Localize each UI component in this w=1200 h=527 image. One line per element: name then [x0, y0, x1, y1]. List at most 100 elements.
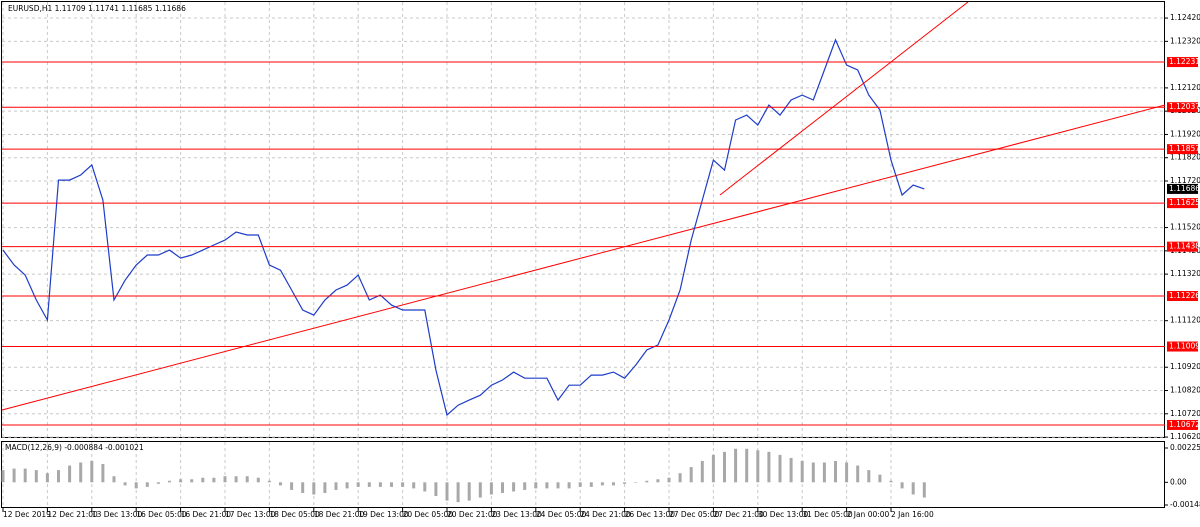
macd-bar: [301, 482, 305, 493]
level-label: 1.12231: [1169, 57, 1200, 66]
macd-bar: [778, 454, 782, 483]
macd-bar: [290, 482, 294, 490]
macd-bar: [578, 482, 582, 487]
macd-bar: [378, 482, 382, 487]
macd-bar: [356, 482, 360, 487]
y-tick-label: 1.11720: [1170, 176, 1200, 185]
macd-bar: [634, 482, 638, 483]
macd-bar: [90, 460, 94, 483]
level-tag: [1167, 57, 1198, 68]
macd-bar: [234, 476, 238, 483]
x-tick-label: 19 Dec 13:00: [358, 510, 409, 519]
macd-bar: [223, 476, 227, 483]
macd-bar: [256, 477, 260, 483]
macd-bar: [23, 468, 27, 483]
y-tick-label: 0.00: [1170, 477, 1187, 486]
macd-bar: [678, 473, 682, 483]
macd-bar: [401, 482, 405, 487]
level-label: 1.11226: [1169, 291, 1200, 300]
x-tick-label: 13 Dec 13:00: [92, 510, 143, 519]
macd-bar: [922, 482, 926, 498]
y-tick-label: 1.11120: [1170, 316, 1200, 325]
x-tick-label: 26 Dec 13:00: [625, 510, 676, 519]
level-tag: [1167, 419, 1198, 430]
y-tick-label: 1.12120: [1170, 83, 1200, 92]
y-tick-label: 1.11920: [1170, 129, 1200, 138]
macd-bar: [334, 482, 338, 490]
level-label: 1.11009: [1169, 342, 1200, 351]
macd-bar: [600, 482, 604, 486]
macd-bar: [623, 482, 627, 484]
x-tick-label: 24 Dec 21:00: [580, 510, 631, 519]
chart-title: EURUSD,H1 1.11709 1.11741 1.11685 1.1168…: [8, 4, 186, 13]
main-layer: [2, 2, 1165, 508]
macd-bar: [145, 482, 149, 487]
macd-bar: [667, 477, 671, 483]
x-tick-label: 23 Dec 13:00: [491, 510, 542, 519]
macd-bar: [201, 477, 205, 483]
macd-bar: [412, 482, 416, 489]
level-tag: [1167, 144, 1198, 155]
level-label: 1.11857: [1169, 144, 1200, 153]
y-tick-label: 0.002252: [1170, 443, 1200, 452]
macd-bar: [745, 448, 749, 483]
macd-bar: [900, 482, 904, 489]
y-tick-label: -0.001489: [1170, 500, 1200, 509]
macd-bar: [589, 482, 593, 487]
y-tick-label: 1.12320: [1170, 36, 1200, 45]
macd-bar: [767, 451, 771, 483]
macd-bar: [689, 467, 693, 483]
macd-bar: [834, 460, 837, 483]
macd-bar: [512, 482, 516, 492]
macd-bar: [822, 462, 826, 483]
macd-bar: [734, 448, 738, 483]
macd-bar: [101, 464, 105, 483]
macd-bar: [456, 482, 460, 503]
macd-bar: [911, 482, 915, 495]
trend-line: [1, 104, 1166, 411]
macd-bar: [179, 479, 183, 483]
y-tick-label: 1.11820: [1170, 153, 1200, 162]
macd-bar: [267, 480, 271, 483]
macd-bar: [12, 468, 16, 483]
x-tick-label: 18 Dec 05:00: [269, 510, 320, 519]
macd-bar: [45, 473, 49, 483]
macd-bar: [68, 465, 72, 483]
macd-bar: [478, 482, 482, 498]
macd-bar: [312, 482, 316, 495]
macd-bar: [168, 480, 171, 483]
level-tag: [1167, 102, 1198, 113]
macd-bar: [245, 476, 249, 483]
y-tick-label: 1.10820: [1170, 386, 1200, 395]
macd-bar: [845, 462, 849, 483]
last-price-tag: [1167, 183, 1198, 194]
macd-bar: [190, 479, 194, 483]
y-tick-label: 1.10620: [1170, 432, 1200, 441]
level-tag: [1167, 241, 1198, 252]
x-tick-label: 17 Dec 13:00: [225, 510, 276, 519]
macd-bar: [57, 470, 60, 483]
macd-bar: [534, 482, 538, 489]
macd-bar: [556, 482, 560, 489]
macd-bar: [867, 470, 871, 483]
macd-bar: [501, 482, 504, 493]
macd-bar: [889, 480, 893, 483]
level-label: 1.12037: [1169, 102, 1200, 111]
macd-bar: [423, 482, 427, 492]
x-tick-label: 2 Jan 00:00: [847, 510, 890, 519]
macd-bar: [856, 465, 860, 483]
macd-bar: [123, 482, 127, 486]
level-tag: [1167, 291, 1198, 302]
x-tick-label: 30 Dec 13:00: [758, 510, 809, 519]
x-tick-label: 12 Dec 2019: [3, 510, 51, 519]
macd-bar: [34, 470, 38, 483]
macd-bar: [345, 482, 349, 489]
macd-bar: [323, 482, 327, 493]
trend-line: [719, 1, 969, 196]
level-label: 1.11438: [1169, 242, 1200, 251]
macd-bar: [390, 482, 393, 487]
level-tag: [1167, 198, 1198, 209]
x-tick-label: 27 Dec 05:00: [669, 510, 720, 519]
macd-bar: [523, 482, 527, 490]
